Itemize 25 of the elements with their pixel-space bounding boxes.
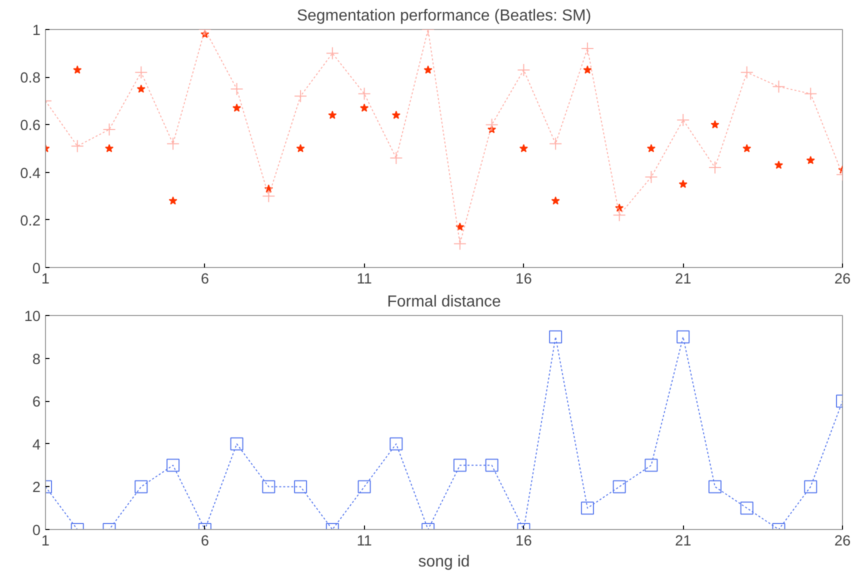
y-tick-label: 0.4 — [20, 166, 40, 182]
x-tick-label: 11 — [356, 272, 372, 288]
y-tick-label: 2 — [32, 480, 41, 496]
chart-title: Formal distance — [387, 294, 502, 310]
y-tick-label: 4 — [32, 437, 41, 454]
y-tick-label: 0 — [32, 261, 41, 277]
x-tick-label: 26 — [834, 534, 851, 550]
chart-title: Segmentation performance (Beatles: SM) — [296, 8, 592, 24]
x-tick-label: 11 — [356, 534, 372, 550]
x-tick-label: 6 — [200, 272, 209, 288]
y-tick-label: 8 — [32, 352, 41, 368]
y-tick-label: 1 — [32, 23, 41, 39]
x-tick-label: 16 — [516, 534, 532, 550]
y-tick-label: 0.8 — [20, 70, 40, 87]
x-tick-label: 26 — [834, 272, 851, 288]
x-tick-label: 21 — [674, 272, 692, 288]
x-tick-label: 21 — [674, 534, 692, 550]
y-tick-label: 0.2 — [20, 213, 40, 230]
y-tick-label: 10 — [24, 309, 41, 325]
x-tick-label: 6 — [200, 534, 209, 550]
x-axis-title: song id — [418, 554, 470, 570]
y-tick-label: 0 — [32, 523, 41, 539]
y-tick-label: 0.6 — [20, 118, 40, 134]
y-tick-label: 6 — [32, 394, 41, 411]
x-tick-label: 16 — [516, 272, 532, 288]
